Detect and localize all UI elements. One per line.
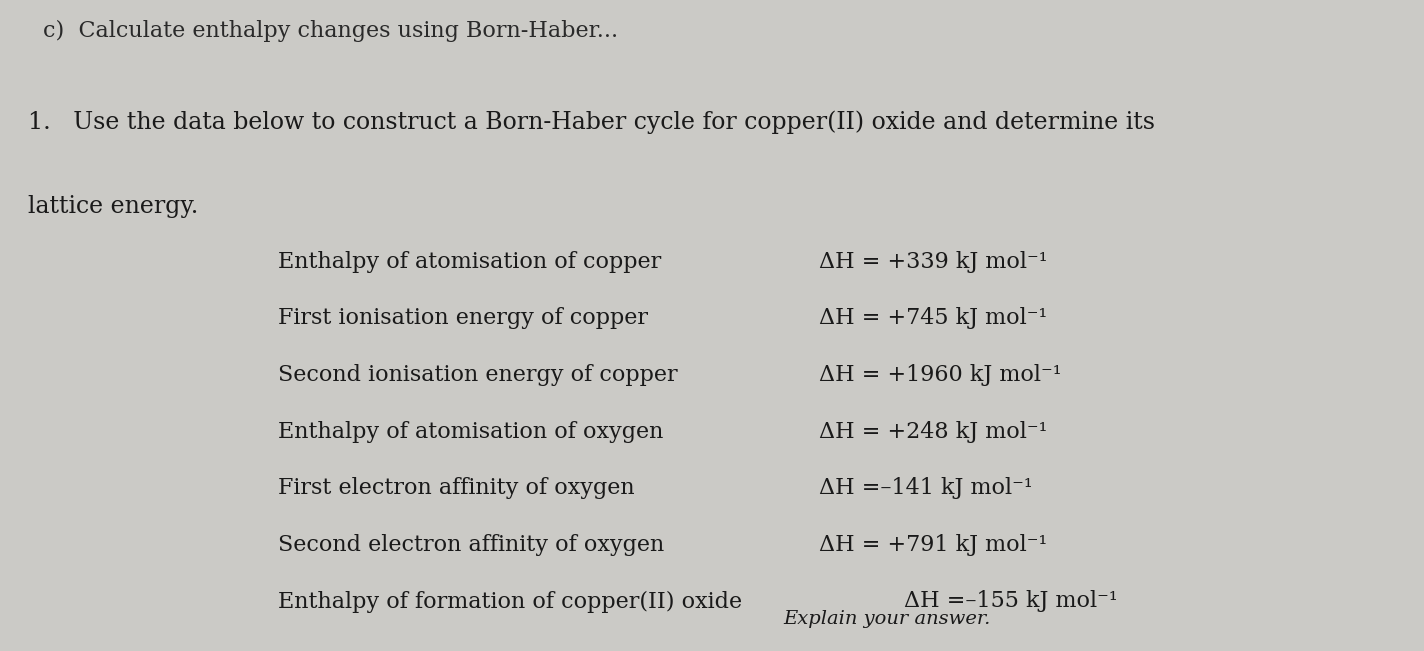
Text: Explain your answer.: Explain your answer. [783,610,991,628]
Text: ΔH =–155 kJ mol⁻¹: ΔH =–155 kJ mol⁻¹ [904,590,1118,613]
Text: ΔH = +791 kJ mol⁻¹: ΔH = +791 kJ mol⁻¹ [819,534,1047,556]
Text: ΔH = +339 kJ mol⁻¹: ΔH = +339 kJ mol⁻¹ [819,251,1048,273]
Text: Enthalpy of formation of copper(II) oxide: Enthalpy of formation of copper(II) oxid… [278,590,742,613]
Text: First ionisation energy of copper: First ionisation energy of copper [278,307,648,329]
Text: c)  Calculate enthalpy changes using Born-Haber...: c) Calculate enthalpy changes using Born… [43,20,618,42]
Text: Second electron affinity of oxygen: Second electron affinity of oxygen [278,534,664,556]
Text: ΔH = +1960 kJ mol⁻¹: ΔH = +1960 kJ mol⁻¹ [819,364,1061,386]
Text: lattice energy.: lattice energy. [28,195,199,218]
Text: Second ionisation energy of copper: Second ionisation energy of copper [278,364,678,386]
Text: 1.   Use the data below to construct a Born-Haber cycle for copper(II) oxide and: 1. Use the data below to construct a Bor… [28,111,1155,134]
Text: Enthalpy of atomisation of copper: Enthalpy of atomisation of copper [278,251,661,273]
Text: First electron affinity of oxygen: First electron affinity of oxygen [278,477,634,499]
Text: ΔH = +745 kJ mol⁻¹: ΔH = +745 kJ mol⁻¹ [819,307,1047,329]
Text: Enthalpy of atomisation of oxygen: Enthalpy of atomisation of oxygen [278,421,664,443]
Text: ΔH = +248 kJ mol⁻¹: ΔH = +248 kJ mol⁻¹ [819,421,1047,443]
Text: ΔH =–141 kJ mol⁻¹: ΔH =–141 kJ mol⁻¹ [819,477,1032,499]
